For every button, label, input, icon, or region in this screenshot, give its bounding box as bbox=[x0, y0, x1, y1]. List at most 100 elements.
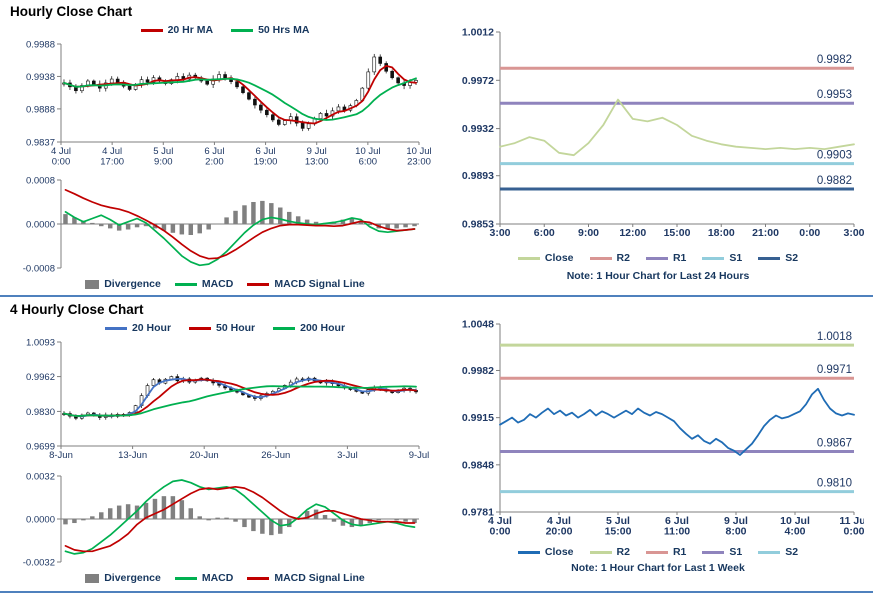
svg-text:26-Jun: 26-Jun bbox=[261, 450, 290, 461]
legend-item-s1: S1 bbox=[702, 252, 742, 264]
hourly-macd-chart: -0.0008 0.0000 0.0008 bbox=[23, 176, 419, 275]
svg-text:13-Jun: 13-Jun bbox=[118, 450, 147, 461]
svg-text:1.0012: 1.0012 bbox=[462, 27, 494, 39]
legend-item-macd-signal-line: MACD Signal Line bbox=[247, 572, 365, 584]
svg-text:0.9982: 0.9982 bbox=[817, 54, 852, 66]
legend-label: R1 bbox=[672, 252, 687, 264]
svg-text:0:00: 0:00 bbox=[52, 157, 71, 168]
svg-text:17:00: 17:00 bbox=[100, 157, 124, 168]
legend-label: 50 Hour bbox=[216, 322, 256, 334]
svg-text:11 Jul: 11 Jul bbox=[839, 515, 864, 527]
svg-text:10 Jul: 10 Jul bbox=[406, 146, 431, 157]
legend-label: S2 bbox=[785, 546, 799, 558]
legend-item-s2: S2 bbox=[758, 252, 798, 264]
svg-text:6:00: 6:00 bbox=[534, 227, 555, 239]
legend-swatch bbox=[140, 28, 163, 32]
svg-text:5 Jul: 5 Jul bbox=[153, 146, 173, 157]
legend-item-macd: MACD bbox=[174, 278, 234, 290]
legend-swatch bbox=[231, 28, 254, 32]
legend-label: 50 Hrs MA bbox=[258, 24, 310, 36]
svg-text:-0.0008: -0.0008 bbox=[23, 264, 55, 275]
legend-item-close: Close bbox=[517, 252, 574, 264]
svg-text:10 Jul: 10 Jul bbox=[780, 515, 810, 527]
svg-text:20:00: 20:00 bbox=[546, 526, 573, 538]
legend-item-r1: R1 bbox=[645, 252, 687, 264]
svg-text:9 Jul: 9 Jul bbox=[724, 515, 748, 527]
svg-text:8-Jun: 8-Jun bbox=[49, 450, 73, 461]
svg-text:0.9971: 0.9971 bbox=[817, 364, 852, 376]
section-divider bbox=[0, 295, 873, 297]
legend-label: Close bbox=[544, 252, 574, 264]
legend-label: S2 bbox=[785, 252, 799, 264]
svg-text:0.9888: 0.9888 bbox=[26, 104, 55, 115]
legend-label: Close bbox=[544, 546, 574, 558]
legend-item-20-hr-ma: 20 Hr MA bbox=[140, 24, 214, 36]
legend-item-r2: R2 bbox=[589, 546, 630, 558]
svg-text:2:00: 2:00 bbox=[205, 157, 224, 168]
svg-text:0.9781: 0.9781 bbox=[462, 507, 494, 519]
svg-text:8:00: 8:00 bbox=[725, 526, 746, 538]
svg-text:4 Jul: 4 Jul bbox=[547, 515, 571, 527]
legend-swatch bbox=[104, 326, 127, 330]
legend-item-s2: S2 bbox=[758, 546, 798, 558]
legend-label: MACD Signal Line bbox=[274, 572, 365, 584]
legend-label: MACD bbox=[201, 572, 234, 584]
svg-text:0.9893: 0.9893 bbox=[462, 170, 494, 182]
svg-text:15:00: 15:00 bbox=[605, 526, 632, 538]
svg-text:23:00: 23:00 bbox=[407, 157, 431, 168]
svg-text:4 Jul: 4 Jul bbox=[51, 146, 71, 157]
legend-item-50-hrs-ma: 50 Hrs MA bbox=[231, 24, 309, 36]
legend-label: 20 Hour bbox=[131, 322, 172, 334]
svg-text:10 Jul: 10 Jul bbox=[355, 146, 380, 157]
legend-item-r2: R2 bbox=[589, 252, 630, 264]
legend-label: R2 bbox=[616, 252, 630, 264]
svg-text:0.9932: 0.9932 bbox=[462, 123, 494, 135]
legend-swatch bbox=[589, 256, 612, 260]
legend-swatch bbox=[589, 550, 612, 554]
svg-text:0.0000: 0.0000 bbox=[26, 515, 55, 526]
svg-text:0.9810: 0.9810 bbox=[817, 478, 852, 490]
legend-item-macd: MACD bbox=[174, 572, 234, 584]
legend-swatch bbox=[758, 256, 781, 260]
legend-swatch bbox=[189, 326, 212, 330]
svg-text:0.9988: 0.9988 bbox=[26, 40, 55, 51]
svg-text:12:00: 12:00 bbox=[619, 227, 646, 239]
svg-text:0.9848: 0.9848 bbox=[462, 459, 494, 471]
legend-label: MACD bbox=[201, 278, 234, 290]
svg-text:0.0032: 0.0032 bbox=[26, 472, 55, 483]
legend-item-200-hour: 200 Hour bbox=[273, 322, 345, 334]
svg-text:0.9962: 0.9962 bbox=[26, 372, 55, 383]
legend-swatch bbox=[645, 550, 668, 554]
legend-item-20-hour: 20 Hour bbox=[104, 322, 172, 334]
svg-text:4 Jul: 4 Jul bbox=[488, 515, 512, 527]
legend-swatch bbox=[702, 256, 725, 260]
svg-text:6 Jul: 6 Jul bbox=[204, 146, 224, 157]
svg-text:0.9972: 0.9972 bbox=[462, 75, 494, 87]
hourly-pivot-legend: Close R2 R1 S1 S2 bbox=[452, 252, 864, 264]
legend-swatch bbox=[247, 576, 270, 580]
legend-label: Divergence bbox=[104, 572, 161, 584]
legend-item-divergence: Divergence bbox=[85, 572, 161, 584]
svg-text:0.9830: 0.9830 bbox=[26, 407, 55, 418]
legend-swatch bbox=[174, 576, 197, 580]
legend-swatch bbox=[645, 256, 668, 260]
svg-text:1.0093: 1.0093 bbox=[26, 338, 55, 349]
svg-text:9 Jul: 9 Jul bbox=[307, 146, 327, 157]
svg-text:3:00: 3:00 bbox=[843, 227, 864, 239]
svg-text:5 Jul: 5 Jul bbox=[606, 515, 630, 527]
svg-text:0.9882: 0.9882 bbox=[817, 175, 852, 187]
svg-text:4 Jul: 4 Jul bbox=[102, 146, 122, 157]
legend-label: 20 Hr MA bbox=[167, 24, 214, 36]
legend-item-divergence: Divergence bbox=[85, 278, 161, 290]
svg-text:0.9699: 0.9699 bbox=[26, 442, 55, 453]
svg-text:20-Jun: 20-Jun bbox=[190, 450, 219, 461]
svg-text:19:00: 19:00 bbox=[254, 157, 278, 168]
svg-text:6 Jul: 6 Jul bbox=[665, 515, 689, 527]
fourhour-macd-legend: Divergence MACD MACD Signal Line bbox=[15, 572, 435, 584]
legend-swatch bbox=[758, 550, 781, 554]
svg-text:0.9837: 0.9837 bbox=[26, 138, 55, 149]
svg-text:0:00: 0:00 bbox=[799, 227, 820, 239]
svg-text:3:00: 3:00 bbox=[489, 227, 510, 239]
legend-swatch bbox=[85, 279, 100, 289]
